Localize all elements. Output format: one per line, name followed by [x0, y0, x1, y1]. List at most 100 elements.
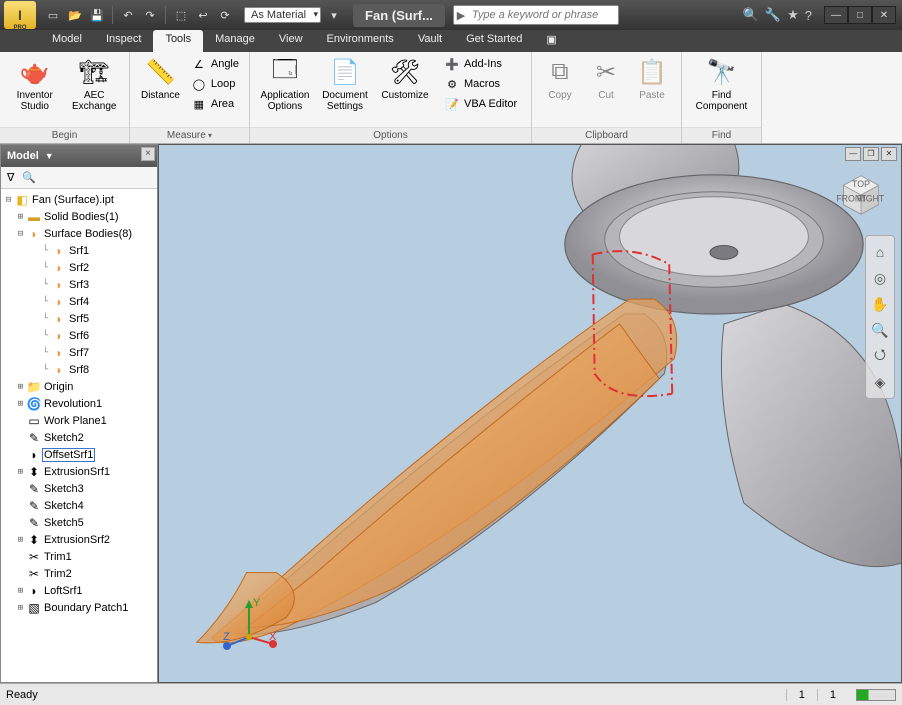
tree-feature-item[interactable]: ⊞🌀Revolution1 — [1, 395, 157, 412]
app-options-icon: 🗔 — [269, 56, 301, 88]
tree-surface-item[interactable]: └◗Srf6 — [1, 327, 157, 344]
title-bar-right: 🔍 🔧 ★ ? — □ ✕ — [743, 6, 896, 24]
status-cell-2: 1 — [817, 689, 848, 701]
addins-button[interactable]: ➕Add-Ins — [440, 54, 521, 74]
steering-wheel-icon[interactable]: ◎ — [870, 268, 890, 288]
tree-feature-item[interactable]: ⊞⬍ExtrusionSrf2 — [1, 531, 157, 548]
status-bar: Ready 1 1 — [0, 683, 902, 705]
tree-surface-item[interactable]: └◗Srf3 — [1, 276, 157, 293]
model-browser: × Model▼ ☰ ∇ 🔍 ⊟◧Fan (Surface).ipt ⊞▬Sol… — [0, 144, 158, 683]
open-icon[interactable]: 📂 — [66, 6, 84, 24]
vba-icon: 📝 — [444, 96, 460, 112]
ribbon: 🫖 Inventor Studio 🏗 AEC Exchange Begin 📏… — [0, 52, 902, 144]
tree-feature-item[interactable]: ✎Sketch2 — [1, 429, 157, 446]
status-text: Ready — [6, 689, 38, 701]
select-icon[interactable]: ⬚ — [172, 6, 190, 24]
pan-icon[interactable]: ✋ — [870, 294, 890, 314]
tree-feature-item[interactable]: ✂Trim1 — [1, 548, 157, 565]
appearance-dropdown-icon[interactable]: ▾ — [325, 6, 343, 24]
update-icon[interactable]: ⟳ — [216, 6, 234, 24]
macros-button[interactable]: ⚙Macros — [440, 74, 521, 94]
tree-feature-item[interactable]: ✎Sketch3 — [1, 480, 157, 497]
save-icon[interactable]: 💾 — [88, 6, 106, 24]
tree-surface-item[interactable]: └◗Srf7 — [1, 344, 157, 361]
tree-surface-item[interactable]: └◗Srf5 — [1, 310, 157, 327]
tab-inspect[interactable]: Inspect — [94, 30, 153, 52]
orbit-icon[interactable]: ⭯ — [870, 346, 890, 366]
home-view-icon[interactable]: ⌂ — [870, 242, 890, 262]
search-input[interactable] — [468, 9, 618, 21]
return-icon[interactable]: ↩ — [194, 6, 212, 24]
tab-tools[interactable]: Tools — [153, 30, 203, 52]
tree-root[interactable]: ⊟◧Fan (Surface).ipt — [1, 191, 157, 208]
tree-feature-item[interactable]: ⊞▧Boundary Patch1 — [1, 599, 157, 616]
search-box[interactable]: ▶ — [453, 5, 619, 25]
vp-close-button[interactable]: ✕ — [881, 147, 897, 161]
maximize-button[interactable]: □ — [848, 6, 872, 24]
tab-view[interactable]: View — [267, 30, 315, 52]
tree-feature-item[interactable]: ✂Trim2 — [1, 565, 157, 582]
copy-icon: ⧉ — [544, 56, 576, 88]
tree-origin[interactable]: ⊞📁Origin — [1, 378, 157, 395]
tree-feature-item[interactable]: ✎Sketch4 — [1, 497, 157, 514]
tab-vault[interactable]: Vault — [406, 30, 454, 52]
minimize-button[interactable]: — — [824, 6, 848, 24]
star-icon[interactable]: ★ — [787, 7, 799, 23]
svg-text:X: X — [269, 631, 277, 643]
tree-surface-item[interactable]: └◗Srf8 — [1, 361, 157, 378]
workspace: × Model▼ ☰ ∇ 🔍 ⊟◧Fan (Surface).ipt ⊞▬Sol… — [0, 144, 902, 683]
distance-icon: 📏 — [144, 56, 176, 88]
aec-icon: 🏗 — [78, 56, 110, 88]
zoom-icon[interactable]: 🔍 — [870, 320, 890, 340]
loop-icon: ◯ — [191, 76, 207, 92]
undo-icon[interactable]: ↶ — [119, 6, 137, 24]
vba-editor-button[interactable]: 📝VBA Editor — [440, 94, 521, 114]
tab-model[interactable]: Model — [40, 30, 94, 52]
binoculars-icon[interactable]: 🔍 — [743, 7, 759, 23]
group-label-clipboard: Clipboard — [532, 127, 681, 143]
tree-surface-item[interactable]: └◗Srf2 — [1, 259, 157, 276]
vp-restore-button[interactable]: ❐ — [863, 147, 879, 161]
app-icon[interactable]: I — [4, 1, 36, 29]
filter-icon[interactable]: ∇ — [7, 171, 14, 184]
group-label-measure[interactable]: Measure — [130, 127, 249, 143]
loop-button[interactable]: ◯Loop — [187, 74, 243, 94]
tab-environments[interactable]: Environments — [315, 30, 406, 52]
tree-solid-bodies[interactable]: ⊞▬Solid Bodies(1) — [1, 208, 157, 225]
ribbon-group-measure: 📏 Distance ∠Angle ◯Loop ▦Area Measure — [130, 52, 250, 143]
binoculars-icon: 🔭 — [706, 56, 738, 88]
ribbon-tabs: Model Inspect Tools Manage View Environm… — [0, 30, 902, 52]
tree-feature-item[interactable]: ⊞⬍ExtrusionSrf1 — [1, 463, 157, 480]
area-button[interactable]: ▦Area — [187, 94, 243, 114]
tab-manage[interactable]: Manage — [203, 30, 267, 52]
tree-surface-item[interactable]: └◗Srf1 — [1, 242, 157, 259]
teapot-icon: 🫖 — [19, 56, 51, 88]
lookat-icon[interactable]: ◈ — [870, 372, 890, 392]
addins-icon: ➕ — [444, 56, 460, 72]
browser-header[interactable]: Model▼ ☰ — [1, 145, 157, 167]
redo-icon[interactable]: ↷ — [141, 6, 159, 24]
close-button[interactable]: ✕ — [872, 6, 896, 24]
angle-button[interactable]: ∠Angle — [187, 54, 243, 74]
find-in-browser-icon[interactable]: 🔍 — [22, 171, 36, 184]
tree-feature-item[interactable]: ✎Sketch5 — [1, 514, 157, 531]
tab-overflow-icon[interactable]: ▣ — [534, 30, 568, 52]
model-tree[interactable]: ⊟◧Fan (Surface).ipt ⊞▬Solid Bodies(1) ⊟◗… — [1, 189, 157, 682]
tree-feature-item[interactable]: ⊞◗LoftSrf1 — [1, 582, 157, 599]
area-icon: ▦ — [191, 96, 207, 112]
view-cube[interactable]: TOP FRONT RIGHT — [837, 171, 885, 219]
viewport-3d[interactable]: — ❐ ✕ — [158, 144, 902, 683]
tree-surface-bodies[interactable]: ⊟◗Surface Bodies(8) — [1, 225, 157, 242]
group-label-find: Find — [682, 127, 761, 143]
material-dropdown[interactable]: As Material — [244, 7, 321, 23]
browser-close-button[interactable]: × — [141, 147, 155, 161]
vp-minimize-button[interactable]: — — [845, 147, 861, 161]
key-icon[interactable]: 🔧 — [765, 7, 781, 23]
new-icon[interactable]: ▭ — [44, 6, 62, 24]
search-arrow-icon[interactable]: ▶ — [454, 9, 468, 22]
tab-get-started[interactable]: Get Started — [454, 30, 534, 52]
tree-feature-item[interactable]: ◗OffsetSrf1 — [1, 446, 157, 463]
tree-feature-item[interactable]: ▭Work Plane1 — [1, 412, 157, 429]
help-icon[interactable]: ? — [805, 8, 812, 23]
tree-surface-item[interactable]: └◗Srf4 — [1, 293, 157, 310]
